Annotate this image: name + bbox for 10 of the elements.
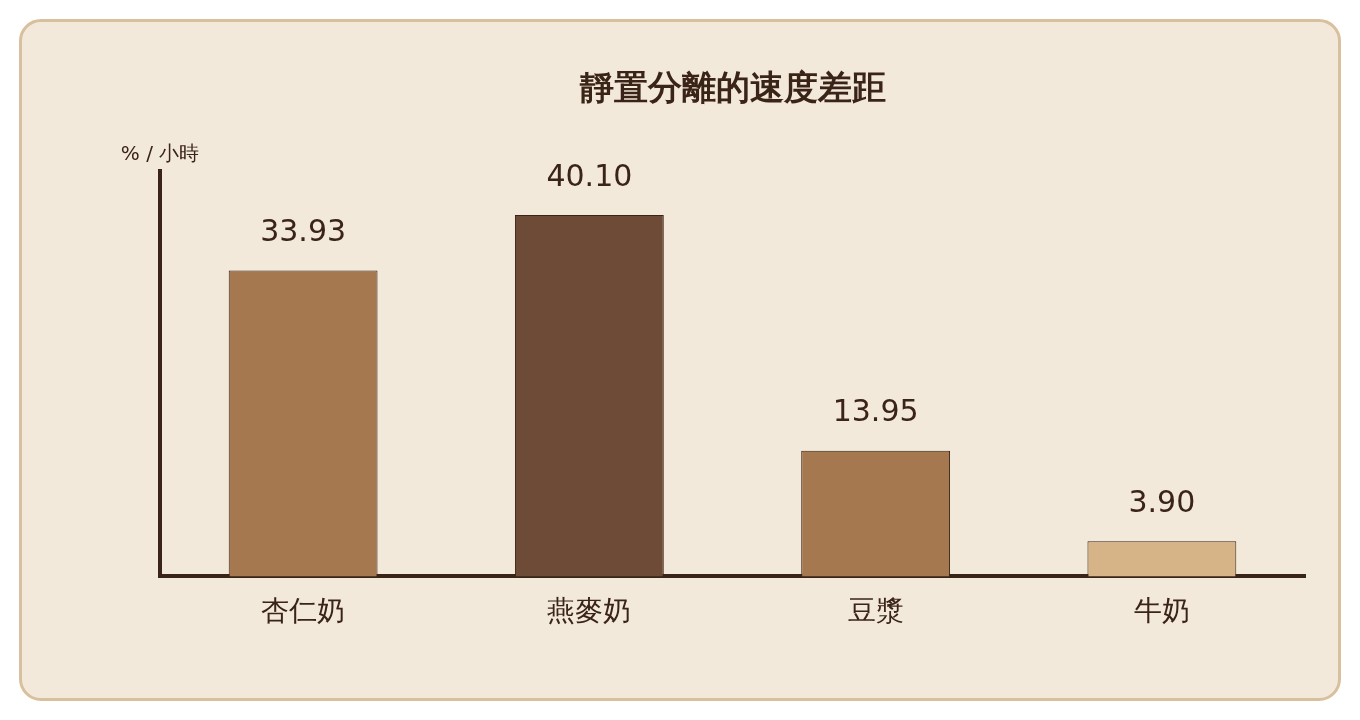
- data-label: 3.90: [1128, 484, 1196, 520]
- chart-title: 靜置分離的速度差距: [578, 67, 886, 108]
- x-tick-label: 牛奶: [1133, 594, 1190, 628]
- data-label: 13.95: [832, 393, 919, 429]
- x-tick-label: 豆漿: [847, 594, 904, 628]
- data-label: 33.93: [260, 213, 347, 249]
- x-tick-label: 燕麥奶: [547, 594, 632, 628]
- data-label: 40.10: [546, 157, 633, 193]
- y-axis-title: % / 小時: [120, 141, 200, 165]
- x-tick-label: 杏仁奶: [261, 594, 346, 628]
